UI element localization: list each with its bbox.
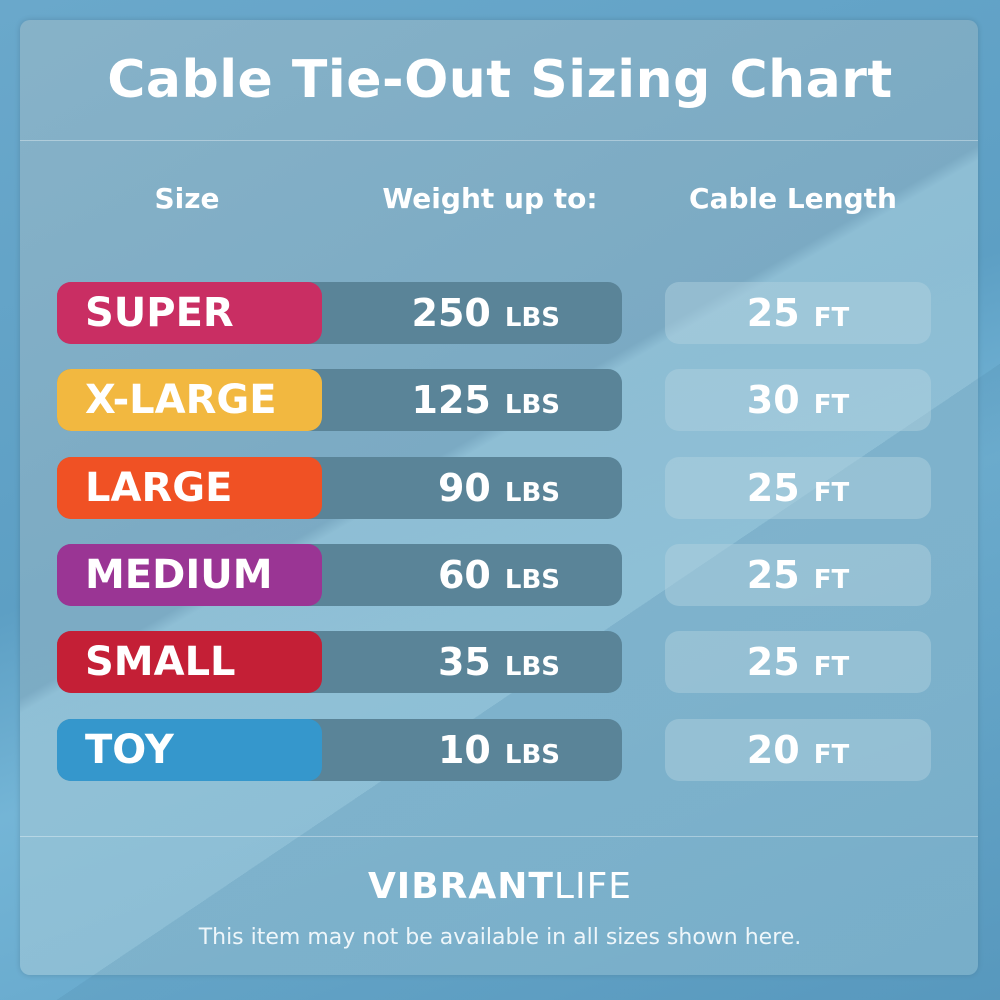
cable-number: 25: [746, 553, 800, 597]
weight-value: 10 LBS: [322, 719, 560, 781]
weight-value: 90 LBS: [322, 457, 560, 519]
weight-unit: LBS: [504, 652, 560, 682]
size-row: SMALL 35 LBS 25 FT: [0, 631, 1000, 693]
cable-number: 25: [746, 640, 800, 684]
cable-number: 25: [746, 291, 800, 335]
size-label: SUPER: [57, 282, 322, 344]
weight-unit: LBS: [504, 303, 560, 333]
weight-value: 60 LBS: [322, 544, 560, 606]
weight-value: 125 LBS: [322, 369, 560, 431]
cable-unit: FT: [813, 303, 850, 333]
weight-number: 250: [411, 291, 491, 335]
size-row: X-LARGE 125 LBS 30 FT: [0, 369, 1000, 431]
cable-number: 25: [746, 466, 800, 510]
size-row: MEDIUM 60 LBS 25 FT: [0, 544, 1000, 606]
cable-length: 30 FT: [665, 369, 931, 431]
cable-unit: FT: [813, 390, 850, 420]
cable-unit: FT: [813, 478, 850, 508]
size-row: LARGE 90 LBS 25 FT: [0, 457, 1000, 519]
weight-number: 125: [411, 378, 491, 422]
size-label: LARGE: [57, 457, 322, 519]
availability-note: This item may not be available in all si…: [198, 925, 802, 950]
weight-unit: LBS: [504, 478, 560, 508]
divider: [20, 140, 978, 141]
size-label: TOY: [57, 719, 322, 781]
brand-bold: VIBRANT: [367, 866, 554, 907]
weight-value: 35 LBS: [322, 631, 560, 693]
weight-number: 90: [437, 466, 491, 510]
weight-unit: LBS: [504, 390, 560, 420]
weight-unit: LBS: [504, 565, 560, 595]
size-label: MEDIUM: [57, 544, 322, 606]
weight-number: 35: [437, 640, 491, 684]
size-row: TOY 10 LBS 20 FT: [0, 719, 1000, 781]
cable-length: 25 FT: [665, 282, 931, 344]
cable-length: 25 FT: [665, 457, 931, 519]
brand-light: LIFE: [553, 866, 633, 907]
weight-number: 10: [437, 728, 491, 772]
column-header-cable: Cable Length: [689, 182, 897, 215]
cable-unit: FT: [813, 652, 850, 682]
size-label: X-LARGE: [57, 369, 322, 431]
size-row: SUPER 250 LBS 25 FT: [0, 282, 1000, 344]
weight-value: 250 LBS: [322, 282, 560, 344]
cable-unit: FT: [813, 740, 850, 770]
cable-number: 30: [746, 378, 800, 422]
size-label: SMALL: [57, 631, 322, 693]
cable-unit: FT: [813, 565, 850, 595]
cable-length: 20 FT: [665, 719, 931, 781]
brand-logo: VIBRANTLIFE: [0, 866, 1000, 907]
cable-length: 25 FT: [665, 631, 931, 693]
column-header-weight: Weight up to:: [382, 182, 598, 215]
divider: [20, 836, 978, 837]
cable-length: 25 FT: [665, 544, 931, 606]
page-title: Cable Tie-Out Sizing Chart: [107, 50, 893, 110]
weight-unit: LBS: [504, 740, 560, 770]
column-header-size: Size: [154, 182, 220, 215]
cable-number: 20: [746, 728, 800, 772]
weight-number: 60: [437, 553, 491, 597]
